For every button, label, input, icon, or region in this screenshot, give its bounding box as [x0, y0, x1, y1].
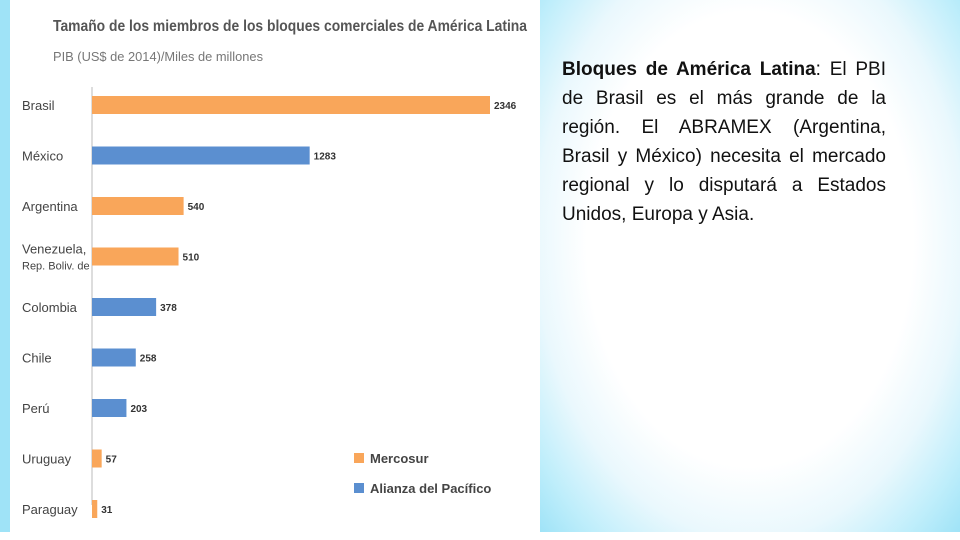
- chart-title: Tamaño de los miembros de los bloques co…: [53, 18, 527, 35]
- bar-uruguay: [92, 449, 102, 468]
- category-label: Uruguay: [22, 452, 72, 467]
- category-label-line: Chile: [22, 351, 52, 366]
- data-label: 31: [101, 505, 113, 516]
- category-label: Perú: [22, 401, 49, 416]
- chart-panel: Tamaño de los miembros de los bloques co…: [10, 0, 540, 532]
- bar-paraguay: [92, 500, 98, 518]
- category-label: Venezuela, Rep. Boliv. de: [22, 242, 90, 273]
- category-label-line: Uruguay: [22, 452, 72, 467]
- category-label-line: Rep. Boliv. de: [22, 261, 90, 273]
- caption-body: : El PBI de Brasil es el más grande de l…: [562, 59, 887, 225]
- bar-chile: [92, 348, 136, 367]
- legend-label: Mercosur: [370, 451, 429, 466]
- bar-perú: [92, 399, 127, 417]
- bar-méxico: [92, 146, 310, 165]
- bar-brasil: [92, 96, 490, 114]
- category-label-line: México: [22, 149, 63, 164]
- legend-swatch: [354, 453, 364, 463]
- category-label: Brasil: [22, 98, 55, 113]
- text-panel: Bloques de América Latina: El PBI de Bra…: [540, 0, 960, 532]
- bar-chart: Tamaño de los miembros de los bloques co…: [22, 18, 527, 518]
- legend-swatch: [354, 483, 364, 493]
- bar-colombia: [92, 298, 157, 316]
- category-label: Argentina: [22, 199, 78, 214]
- data-label: 1283: [314, 152, 337, 163]
- caption: Bloques de América Latina: El PBI de Bra…: [562, 55, 886, 229]
- category-label: México: [22, 149, 63, 164]
- bar-argentina: [92, 197, 184, 215]
- category-label-line: Paraguay: [22, 502, 78, 517]
- category-label-line: Colombia: [22, 300, 78, 315]
- category-label-line: Brasil: [22, 98, 55, 113]
- data-label: 2346: [494, 101, 517, 112]
- legend-label: Alianza del Pacífico: [370, 481, 491, 496]
- data-label: 510: [183, 253, 200, 264]
- data-label: 57: [106, 455, 118, 466]
- bars-layer: Brasil 2346 México 1283 Argentina 540 Venezuel…: [22, 96, 517, 518]
- data-label: 540: [188, 202, 205, 213]
- data-label: 258: [140, 354, 157, 365]
- legend: Mercosur Alianza del Pacífico: [354, 451, 491, 496]
- data-label: 203: [130, 404, 147, 415]
- category-label: Paraguay: [22, 502, 78, 517]
- chart-subtitle: PIB (US$ de 2014)/Miles de millones: [53, 49, 263, 64]
- category-label-line: Argentina: [22, 199, 78, 214]
- caption-lead: Bloques de América Latina: [562, 59, 816, 80]
- data-label: 378: [160, 303, 177, 314]
- bar-venezuela-rep-boliv-de: [92, 247, 179, 266]
- category-label-line: Perú: [22, 401, 49, 416]
- category-label: Colombia: [22, 300, 78, 315]
- bottom-strip: [0, 532, 960, 540]
- category-label: Chile: [22, 351, 52, 366]
- category-label-line: Venezuela,: [22, 242, 86, 257]
